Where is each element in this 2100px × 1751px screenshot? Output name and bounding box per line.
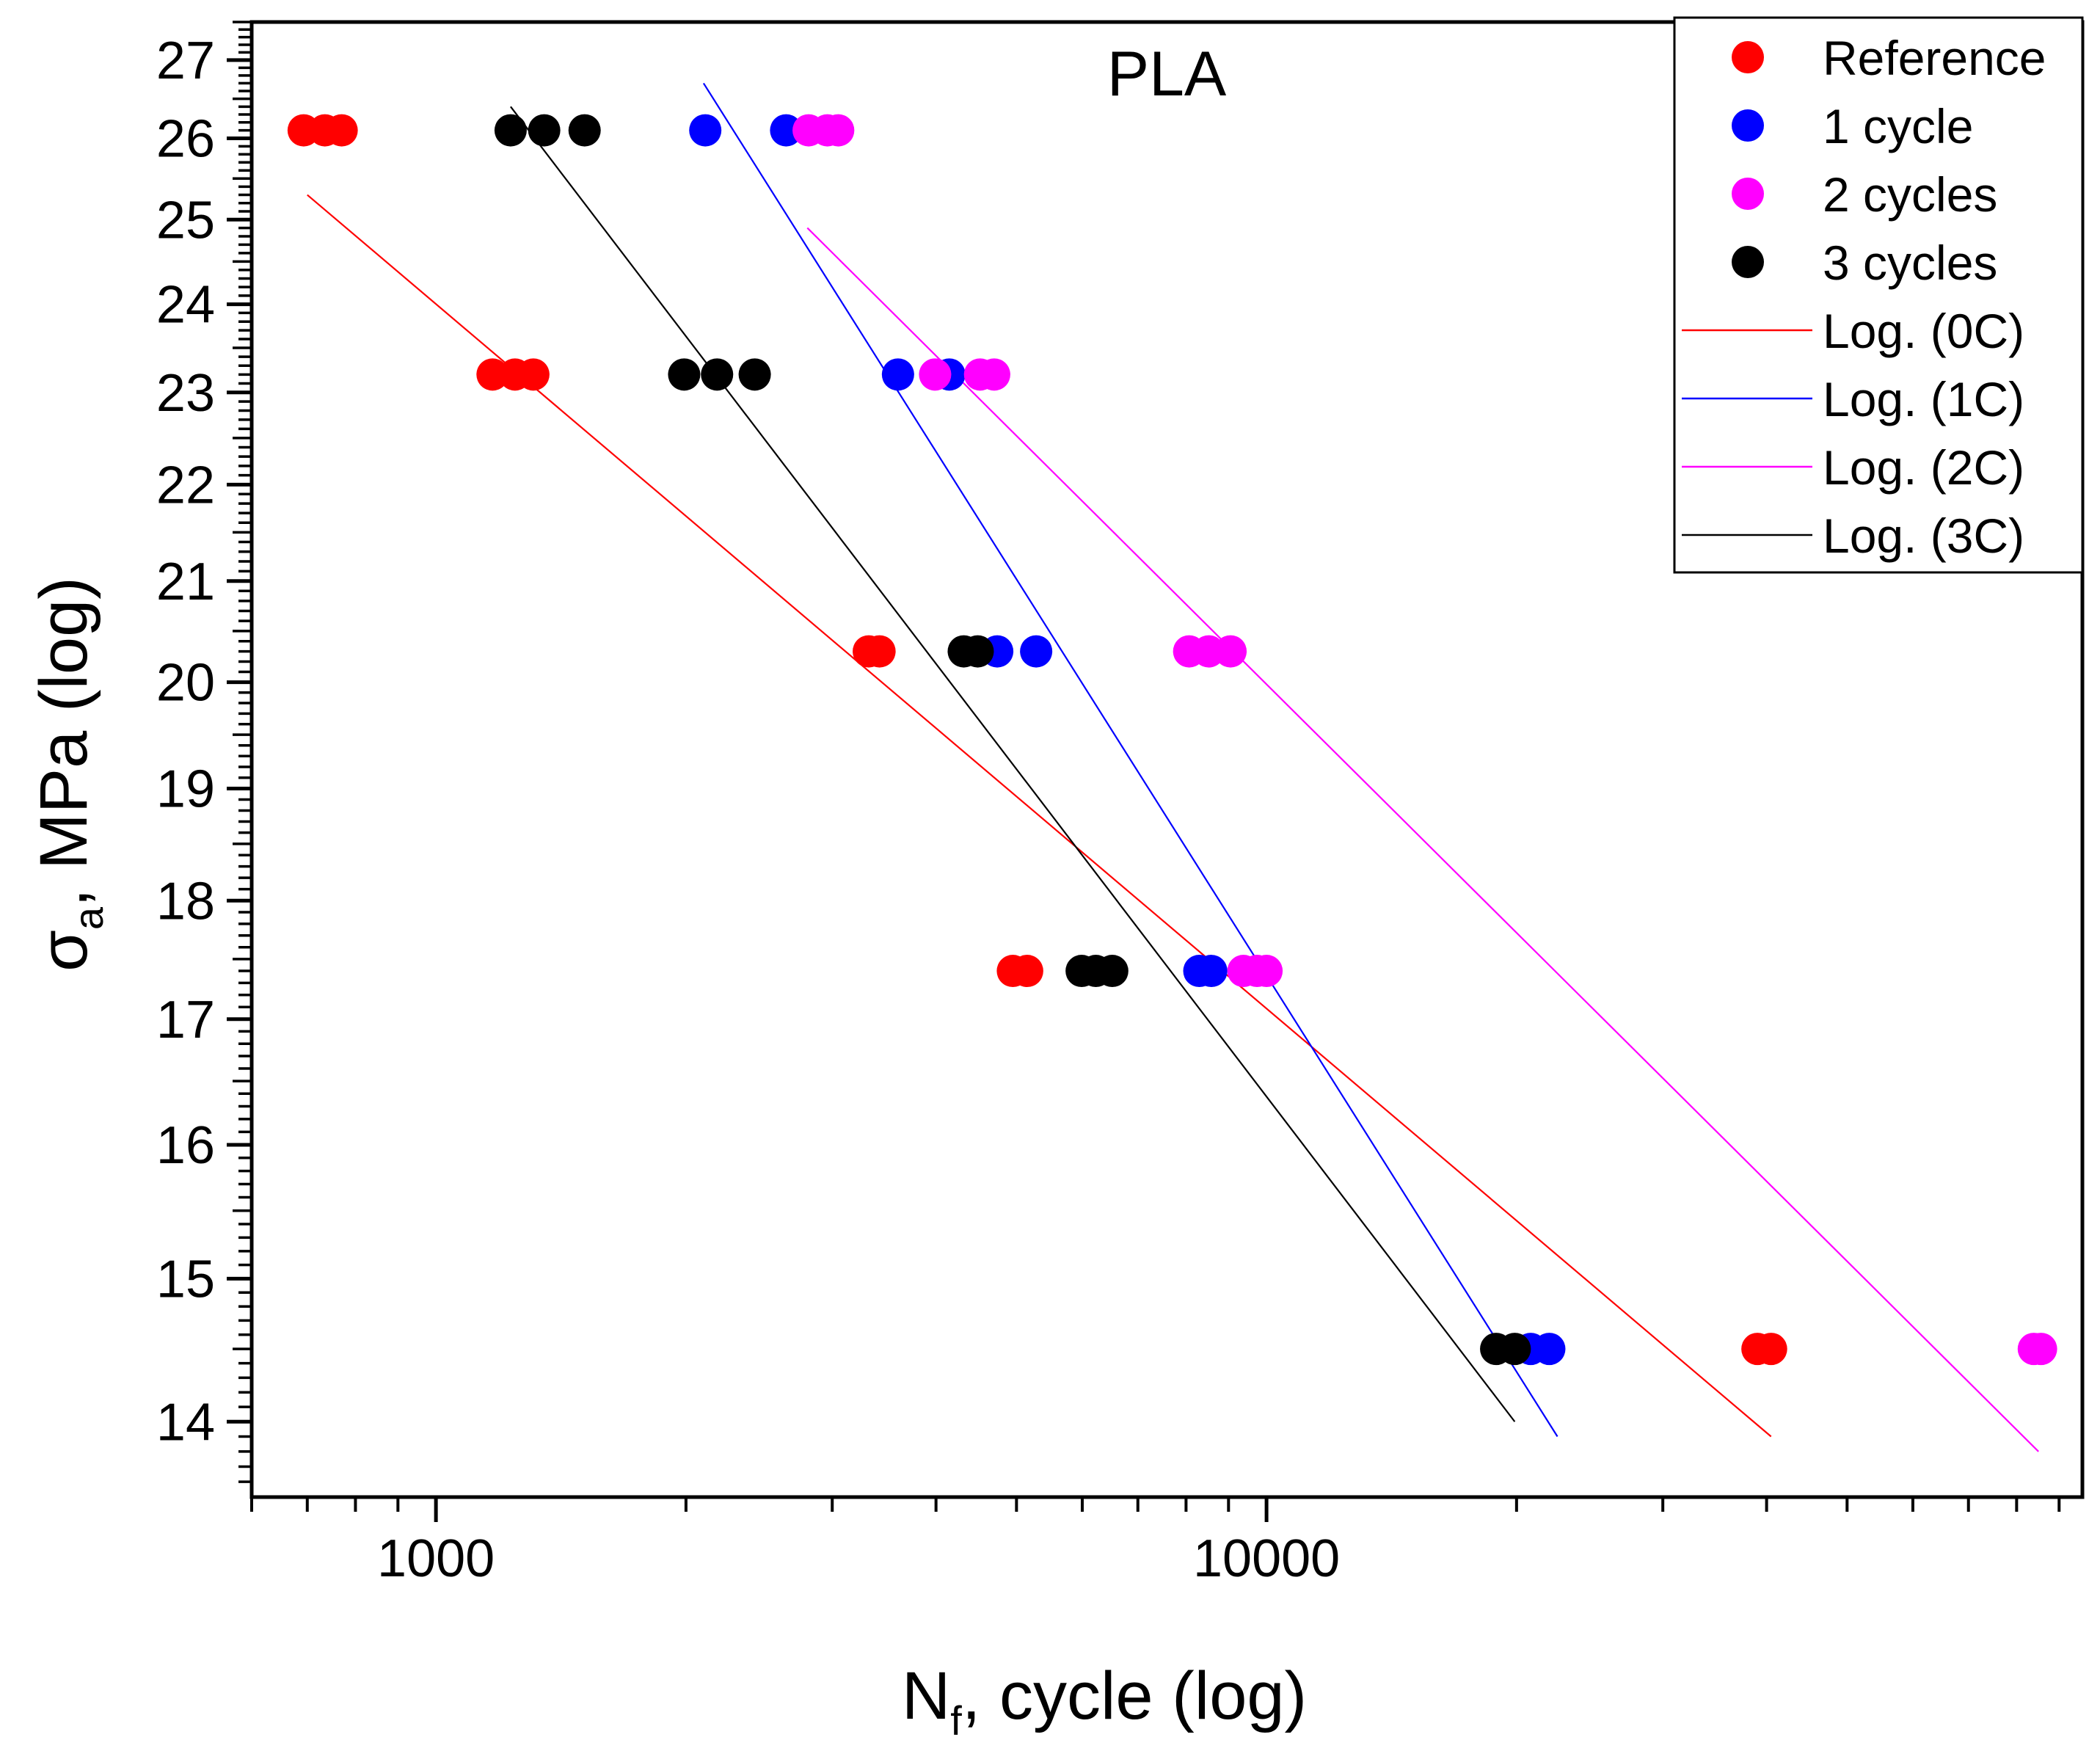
data-point (738, 358, 771, 391)
data-point (881, 358, 914, 391)
data-point (689, 114, 722, 147)
y-tick-label: 21 (156, 553, 215, 611)
y-tick-label: 16 (156, 1116, 215, 1175)
legend-label: 2 cycles (1823, 167, 1997, 222)
data-point (977, 358, 1010, 391)
trendline (702, 82, 1558, 1438)
y-tick-label: 18 (156, 872, 215, 931)
trendline (806, 227, 2039, 1452)
data-point (863, 635, 896, 668)
legend: Reference 1 cycle 2 cycles 3 cycles Log. (0C… (1673, 16, 2084, 574)
data-point (568, 114, 601, 147)
data-point (1754, 1333, 1787, 1366)
data-point (1214, 635, 1247, 668)
y-tick-label: 19 (156, 760, 215, 819)
axes: 1000 10000 14 15 16 17 18 19 20 21 22 23 24 25 26 27 (156, 20, 2085, 1588)
data-point (1195, 955, 1228, 988)
legend-label: 3 cycles (1823, 236, 1997, 290)
data-point (1533, 1333, 1566, 1366)
data-point (476, 358, 509, 391)
data-point (770, 114, 803, 147)
y-tick-label: 23 (156, 364, 215, 423)
y-tick-label: 17 (156, 991, 215, 1049)
data-point (1095, 955, 1129, 988)
data-point (325, 114, 358, 147)
y-tick-label: 22 (156, 456, 215, 514)
legend-box (1673, 16, 2084, 574)
data-point (822, 114, 855, 147)
x-axis-label: Nf, cycle (log) (902, 1659, 1307, 1744)
data-point (668, 358, 701, 391)
y-tick-label: 14 (156, 1393, 215, 1452)
data-point (1020, 635, 1053, 668)
data-point (1498, 1333, 1531, 1366)
y-tick-label: 27 (156, 32, 215, 90)
trendlines (307, 82, 2039, 1452)
plot-frame (249, 20, 2085, 1499)
legend-label: Log. (3C) (1823, 509, 2024, 563)
legend-label: Log. (2C) (1823, 440, 2024, 495)
legend-label: 1 cycle (1823, 99, 1973, 153)
chart-title: PLA (1107, 39, 1227, 109)
x-tick-label: 1000 (377, 1529, 495, 1588)
data-points (287, 114, 2057, 1366)
data-point (919, 358, 952, 391)
legend-marker (1732, 246, 1764, 278)
x-tick-label: 10000 (1193, 1529, 1340, 1588)
legend-marker (1732, 41, 1764, 73)
data-point (961, 635, 994, 668)
legend-marker (1732, 178, 1764, 210)
y-tick-label: 24 (156, 276, 215, 335)
data-point (1010, 955, 1043, 988)
data-point (517, 358, 550, 391)
y-tick-label: 20 (156, 654, 215, 713)
data-point (494, 114, 527, 147)
y-tick-label: 25 (156, 191, 215, 250)
legend-marker (1732, 109, 1764, 142)
data-point (2024, 1333, 2057, 1366)
legend-label: Log. (0C) (1823, 304, 2024, 358)
data-point (1250, 955, 1283, 988)
trendline (307, 194, 1772, 1438)
y-axis-label: σa, MPa (log) (26, 577, 112, 972)
y-tick-label: 26 (156, 109, 215, 168)
data-point (701, 358, 734, 391)
data-point (528, 114, 561, 147)
trendline (510, 106, 1516, 1422)
legend-label: Reference (1823, 31, 2046, 85)
y-tick-label: 15 (156, 1250, 215, 1308)
legend-label: Log. (1C) (1823, 372, 2024, 426)
